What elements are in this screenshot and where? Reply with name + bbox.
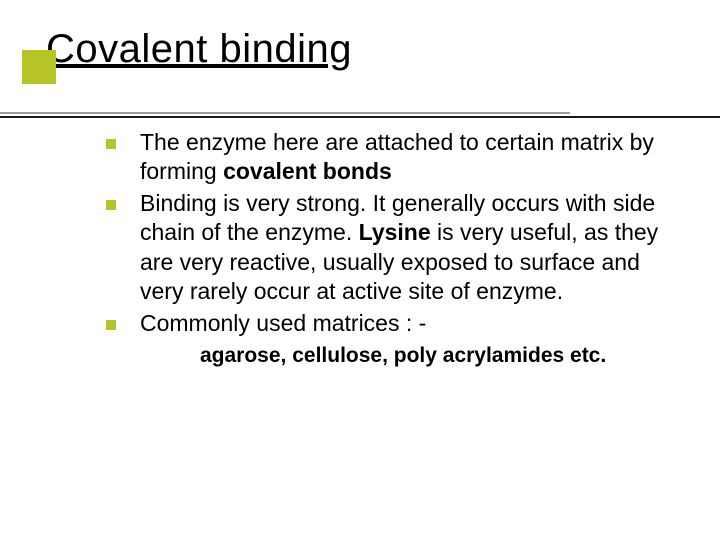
divider-thin: [0, 112, 570, 114]
title-block: Covalent binding: [46, 28, 674, 70]
slide-title: Covalent binding: [46, 28, 674, 70]
list-item: Binding is very strong. It generally occ…: [106, 189, 664, 307]
slide: Covalent binding The enzyme here are att…: [0, 0, 720, 540]
square-bullet-icon: [106, 139, 116, 149]
square-bullet-icon: [106, 200, 116, 210]
subline-text: agarose, cellulose, poly acrylamides etc…: [106, 344, 664, 368]
accent-square-icon: [22, 50, 56, 84]
bullet-list: The enzyme here are attached to certain …: [106, 128, 664, 338]
divider-main: [0, 116, 720, 118]
body-content: The enzyme here are attached to certain …: [46, 128, 674, 368]
list-item: The enzyme here are attached to certain …: [106, 128, 664, 187]
list-item-text: The enzyme here are attached to certain …: [140, 129, 654, 184]
list-item: Commonly used matrices : -: [106, 309, 664, 338]
list-item-text: Commonly used matrices : -: [140, 310, 426, 336]
list-item-text: Binding is very strong. It generally occ…: [140, 190, 658, 304]
square-bullet-icon: [106, 320, 116, 330]
